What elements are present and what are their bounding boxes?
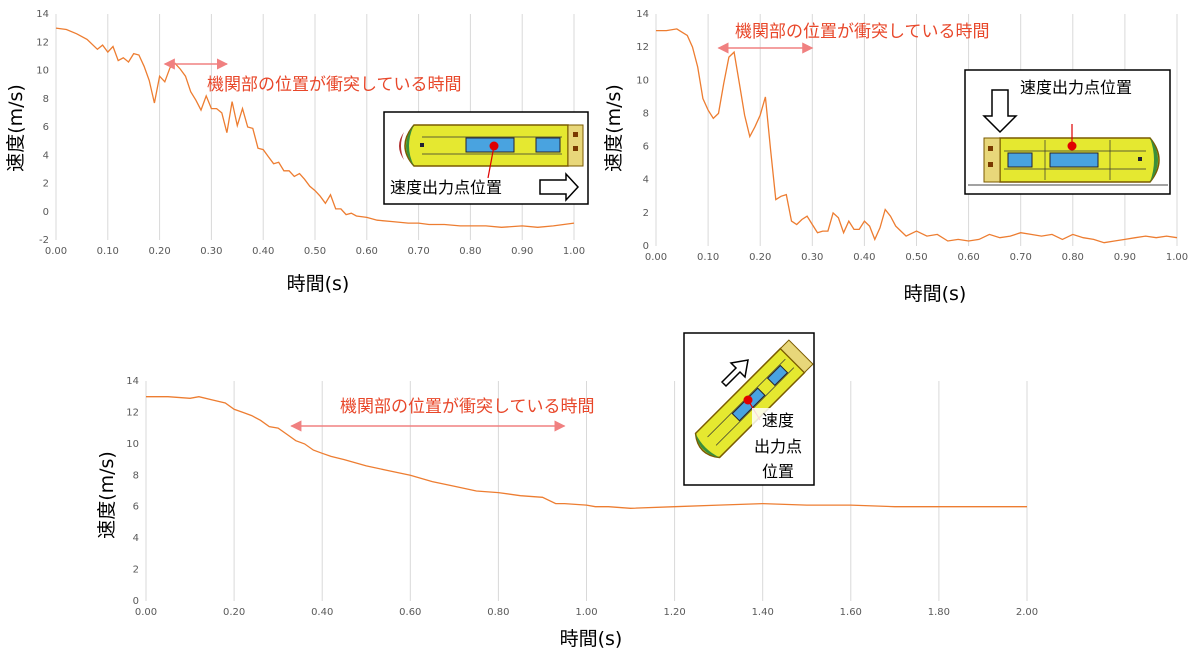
chart-3-annotation: 機関部の位置が衝突している時間 — [340, 397, 595, 417]
x-tick-label: 0.80 — [459, 246, 481, 257]
y-tick-label: 0 — [643, 241, 649, 252]
x-tick-label: 1.20 — [663, 607, 685, 618]
x-tick-label: 0.70 — [407, 246, 429, 257]
chart-1-series-line — [55, 27, 575, 228]
x-tick-label: 0.80 — [1062, 252, 1084, 263]
motion-arrow-icon — [982, 89, 1018, 134]
y-tick-label: 4 — [643, 175, 649, 186]
y-tick-label: 0 — [133, 596, 139, 607]
y-tick-label: 8 — [643, 108, 649, 119]
chart-3: 0.00 0.20 0.40 0.60 0.80 1.00 1.20 1.40 1.60 1.80… — [96, 332, 1038, 650]
chart-1-xlabel: 時間(s) — [287, 273, 350, 295]
ship-icon — [983, 137, 1160, 183]
chart-2-inset-label-line1: 速度出力点位置 — [1020, 78, 1132, 97]
y-tick-label: 6 — [643, 142, 649, 153]
y-tick-label: 6 — [133, 502, 139, 513]
x-tick-label: 0.30 — [200, 246, 222, 257]
y-tick-label: 0 — [43, 207, 49, 218]
x-tick-label: 0.00 — [135, 607, 157, 618]
y-tick-label: 6 — [43, 122, 49, 133]
chart-3-inset: 速度 出力点 位置 — [683, 332, 815, 486]
chart-3-inset-label-line2: 出力点 — [754, 437, 802, 456]
chart-1: 0.00 0.10 0.20 0.30 0.40 0.50 0.60 0.70 0.80 0.90… — [5, 9, 589, 295]
chart-3-ylabel: 速度(m/s) — [96, 451, 118, 539]
motion-arrow-icon — [720, 359, 749, 388]
motion-arrow-icon — [539, 172, 580, 202]
x-tick-label: 1.00 — [563, 246, 585, 257]
y-tick-label: 4 — [43, 150, 49, 161]
x-tick-label: 0.60 — [957, 252, 979, 263]
y-tick-label: 8 — [43, 94, 49, 105]
x-tick-label: 0.90 — [1114, 252, 1136, 263]
chart-2-ticks: 0.00 0.10 0.20 0.30 0.40 0.50 0.60 0.70 0.80 0.90… — [636, 9, 1188, 263]
chart-2-xlabel: 時間(s) — [904, 283, 967, 305]
x-tick-label: 0.20 — [148, 246, 170, 257]
y-tick-label: 2 — [133, 565, 139, 576]
y-tick-label: 2 — [43, 179, 49, 190]
chart-1-ticks: 0.00 0.10 0.20 0.30 0.40 0.50 0.60 0.70 0.80 0.90… — [36, 9, 585, 257]
x-tick-label: 0.00 — [45, 246, 67, 257]
y-tick-label: 12 — [636, 42, 649, 53]
chart-3-inset-label-line3: 位置 — [762, 462, 794, 481]
y-tick-label: -2 — [39, 235, 49, 246]
x-tick-label: 0.50 — [304, 246, 326, 257]
chart-3-grid — [145, 381, 1028, 601]
x-tick-label: 0.40 — [311, 607, 333, 618]
y-tick-label: 10 — [126, 439, 139, 450]
x-tick-label: 1.60 — [840, 607, 862, 618]
y-tick-label: 12 — [126, 407, 139, 418]
x-tick-label: 0.30 — [801, 252, 823, 263]
y-tick-label: 10 — [636, 75, 649, 86]
y-tick-label: 4 — [133, 533, 139, 544]
y-tick-label: 14 — [636, 9, 649, 20]
x-tick-label: 0.00 — [645, 252, 667, 263]
x-tick-label: 0.80 — [487, 607, 509, 618]
x-tick-label: 2.00 — [1016, 607, 1038, 618]
chart-3-inset-label-line1: 速度 — [762, 411, 794, 430]
y-tick-label: 10 — [36, 66, 49, 77]
chart-1-ylabel: 速度(m/s) — [5, 84, 27, 172]
y-tick-label: 14 — [126, 376, 139, 387]
x-tick-label: 0.90 — [511, 246, 533, 257]
y-tick-label: 12 — [36, 37, 49, 48]
chart-2-annotation: 機関部の位置が衝突している時間 — [735, 22, 990, 42]
x-tick-label: 0.40 — [853, 252, 875, 263]
x-tick-label: 0.60 — [399, 607, 421, 618]
chart-2-inset: 速度出力点位置 — [964, 69, 1171, 195]
y-tick-label: 8 — [133, 470, 139, 481]
x-tick-label: 0.20 — [749, 252, 771, 263]
chart-3-xlabel: 時間(s) — [560, 628, 623, 650]
x-tick-label: 0.60 — [356, 246, 378, 257]
x-tick-label: 1.00 — [1166, 252, 1188, 263]
x-tick-label: 0.10 — [697, 252, 719, 263]
chart-3-series-line — [146, 396, 1027, 509]
chart-2-series-line — [656, 28, 1178, 244]
y-tick-label: 2 — [643, 208, 649, 219]
x-tick-label: 1.00 — [575, 607, 597, 618]
chart-3-ticks: 0.00 0.20 0.40 0.60 0.80 1.00 1.20 1.40 1.60 1.80… — [126, 376, 1038, 618]
x-tick-label: 1.40 — [752, 607, 774, 618]
x-tick-label: 0.50 — [905, 252, 927, 263]
chart-2-ylabel: 速度(m/s) — [603, 84, 625, 172]
chart-2: 0.00 0.10 0.20 0.30 0.40 0.50 0.60 0.70 0.80 0.90… — [603, 9, 1188, 305]
chart-1-inset-label: 速度出力点位置 — [390, 178, 502, 197]
x-tick-label: 1.80 — [928, 607, 950, 618]
chart-1-inset: 速度出力点位置 — [383, 111, 589, 205]
x-tick-label: 0.40 — [252, 246, 274, 257]
chart-1-annotation: 機関部の位置が衝突している時間 — [207, 75, 462, 95]
x-tick-label: 0.70 — [1010, 252, 1032, 263]
x-tick-label: 0.20 — [223, 607, 245, 618]
x-tick-label: 0.10 — [97, 246, 119, 257]
y-tick-label: 14 — [36, 9, 49, 20]
